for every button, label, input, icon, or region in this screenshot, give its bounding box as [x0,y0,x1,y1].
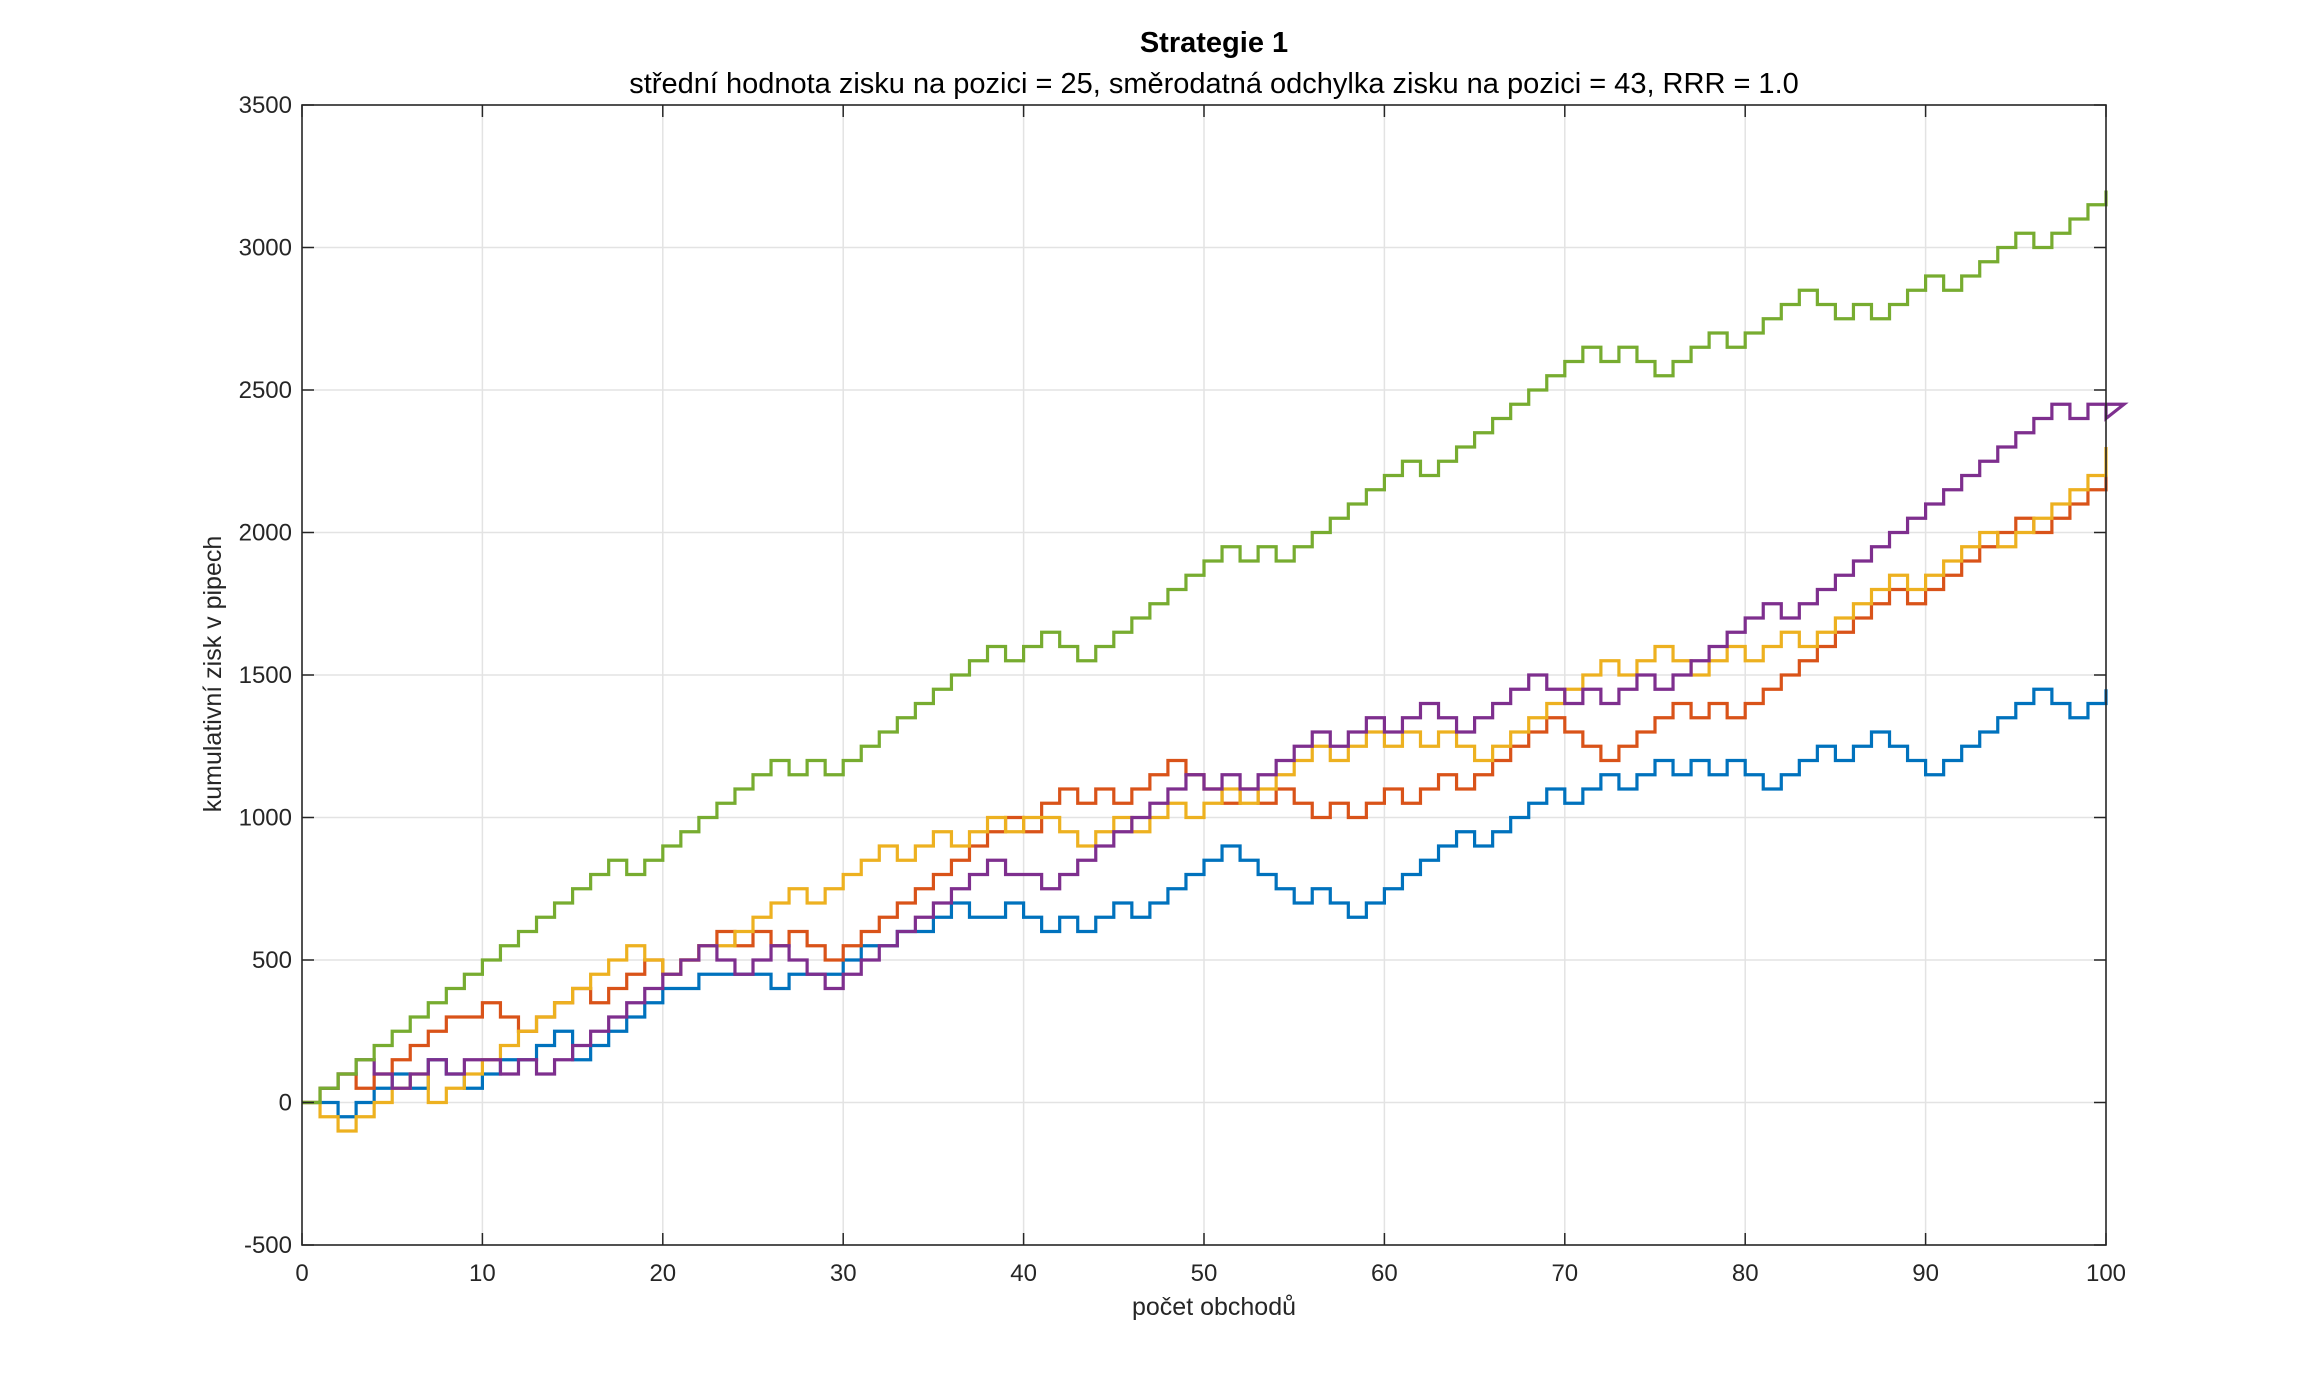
y-tick-label: 500 [252,947,292,974]
series-5-line [302,190,2108,1105]
x-axis-label: počet obchodů [1132,1293,1296,1321]
y-tick-label: -500 [244,1232,292,1259]
x-tick-label: 90 [1912,1260,1939,1287]
y-tick-label: 1500 [239,662,292,689]
chart-subtitle: střední hodnota zisku na pozici = 25, sm… [629,68,1799,100]
axis-ticks: 0 10 20 30 40 50 60 70 80 90 100-50005001000150020… [239,92,2126,1287]
x-tick-label: 20 [649,1260,676,1287]
x-tick-label: 30 [830,1260,857,1287]
x-tick-label: 40 [1010,1260,1037,1287]
x-tick-label: 0 [295,1260,308,1287]
y-tick-label: 2500 [239,377,292,404]
x-tick-label: 50 [1191,1260,1218,1287]
x-tick-label: 100 [2086,1260,2126,1287]
series-4-line [320,402,2129,1090]
y-axis-label: kumulativní zisk v pipech [199,536,227,813]
y-tick-label: 1000 [239,805,292,832]
x-tick-label: 80 [1732,1260,1759,1287]
series-3-line [302,447,2108,1133]
grid-lines [302,105,2106,1245]
x-tick-label: 70 [1551,1260,1578,1287]
x-tick-label: 10 [469,1260,496,1287]
y-tick-label: 2000 [239,520,292,547]
series-lines [302,190,2129,1133]
chart-title: Strategie 1 [1140,27,1288,59]
series-1-line [302,687,2108,1119]
y-tick-label: 3500 [239,92,292,119]
y-tick-label: 3000 [239,235,292,262]
y-tick-label: 0 [279,1090,292,1117]
x-tick-label: 60 [1371,1260,1398,1287]
